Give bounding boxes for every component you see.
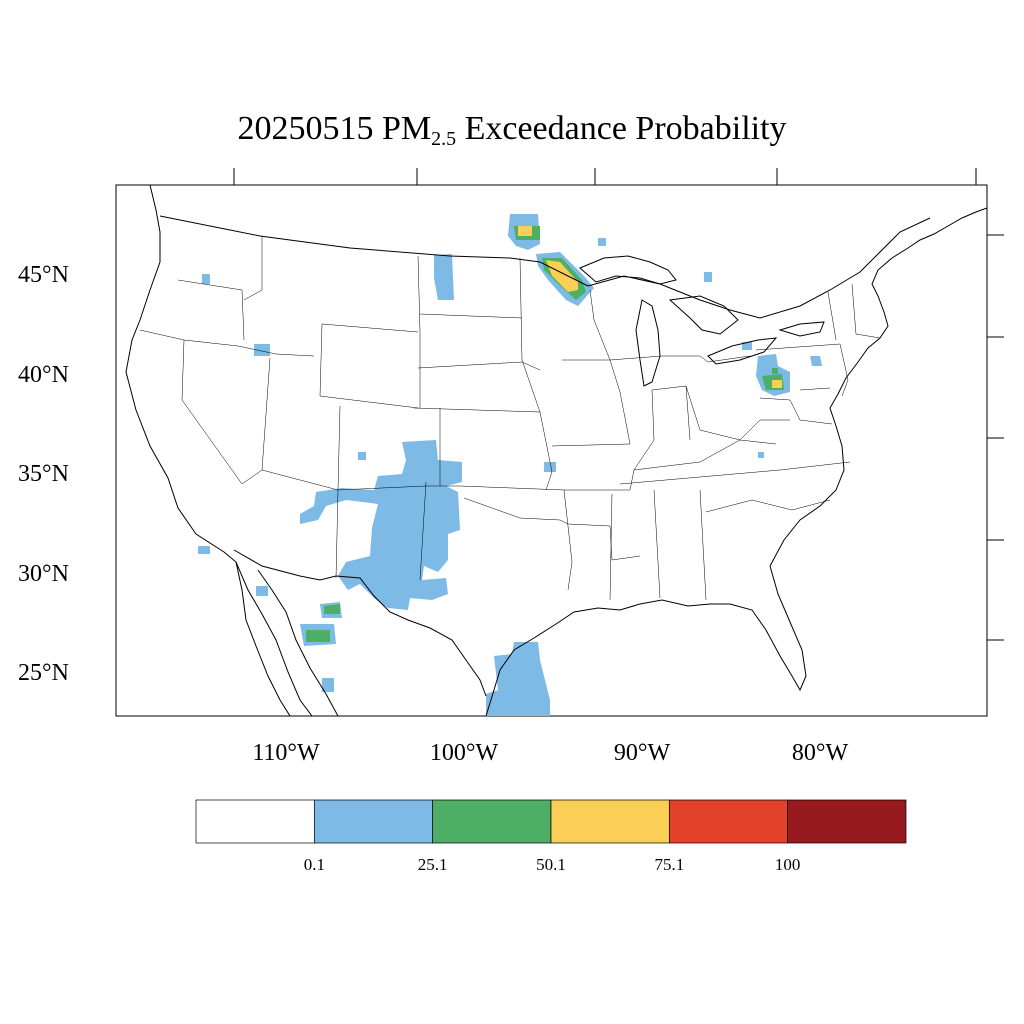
colorbar-label-1: 25.1 <box>418 855 448 874</box>
latitude-labels: 45°N 40°N 35°N 30°N 25°N <box>18 262 69 686</box>
longitude-labels: 110°W 100°W 90°W 80°W <box>252 740 848 766</box>
colorbar-segment-4 <box>668 799 789 844</box>
probability-shading <box>198 214 822 716</box>
lon-label-100w: 100°W <box>430 740 499 766</box>
great-lakes <box>579 255 825 387</box>
colorbar-segment-1 <box>313 799 434 844</box>
state-borders <box>139 236 881 601</box>
lon-label-110w: 110°W <box>252 740 320 766</box>
axis-ticks <box>233 168 1004 641</box>
lon-label-80w: 80°W <box>792 740 849 766</box>
colorbar: 0.1 25.1 50.1 75.1 100 <box>195 799 907 874</box>
lat-label-35: 35°N <box>18 461 69 487</box>
colorbar-segment-0 <box>195 799 315 844</box>
colorbar-segment-3 <box>550 799 670 844</box>
lat-label-40: 40°N <box>18 362 69 388</box>
colorbar-label-3: 75.1 <box>654 855 684 874</box>
lat-label-30: 30°N <box>18 561 69 587</box>
colorbar-segment-2 <box>432 799 552 844</box>
colorbar-segment-5 <box>787 799 907 844</box>
colorbar-label-0: 0.1 <box>304 855 325 874</box>
colorbar-label-2: 50.1 <box>536 855 566 874</box>
map-title: 20250515 PM2.5 Exceedance Probability <box>237 110 787 150</box>
lon-label-90w: 90°W <box>614 740 671 766</box>
lat-label-45: 45°N <box>18 262 69 288</box>
lat-label-25: 25°N <box>18 660 69 686</box>
colorbar-label-4: 100 <box>775 855 801 874</box>
map-content <box>125 185 987 716</box>
shading-high <box>518 226 782 388</box>
